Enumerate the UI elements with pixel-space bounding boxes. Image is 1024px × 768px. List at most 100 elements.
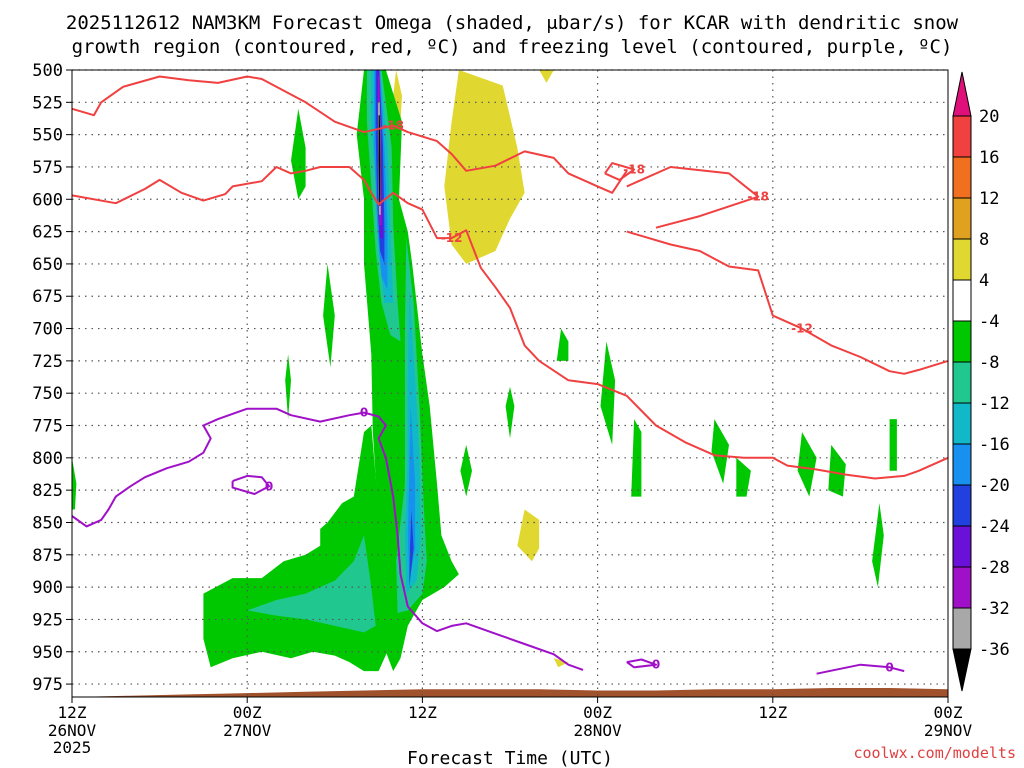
y-axis-ticks: 500 525 550 575 600 625 650 675 700 725 750 775 800 8…	[32, 61, 72, 695]
y-tick-label-625: 625	[32, 223, 63, 243]
x-tick-time-4: 12Z	[758, 703, 787, 722]
terrain-layer	[72, 688, 948, 697]
x-tick-time-2: 12Z	[408, 703, 437, 722]
y-tick-label-675: 675	[32, 287, 63, 307]
omega-region-3	[393, 70, 402, 122]
dgz-contour-0	[71, 75, 628, 194]
colorbar-label-7: -12	[979, 394, 1010, 414]
omega-region-10	[72, 457, 77, 510]
y-tick-label-900: 900	[32, 578, 63, 598]
colorbar-bottom-arrow	[952, 648, 972, 692]
colorbar-bin-9	[952, 484, 972, 527]
freezing-contour-1	[231, 474, 271, 495]
dgz-contour-label-3: -12	[441, 231, 463, 245]
freezing-contour-label-2: 0	[652, 658, 660, 672]
y-tick-label-875: 875	[32, 546, 63, 566]
x-tick-date-1: 27NOV	[223, 721, 272, 740]
colorbar-bin-2	[952, 197, 972, 240]
colorbar-bin-6	[952, 361, 972, 404]
freezing-contour-3	[816, 663, 905, 675]
colorbar-bin-0	[952, 115, 972, 158]
y-tick-label-650: 650	[32, 255, 63, 275]
omega-region-14	[556, 328, 569, 361]
omega-region-8	[323, 263, 335, 368]
omega-region-12	[460, 444, 472, 497]
dgz-contour-1	[626, 166, 760, 229]
colorbar-bin-8	[952, 443, 972, 486]
plot-frame	[71, 69, 949, 698]
colorbar-bin-5	[952, 320, 972, 363]
colorbar-label-12: -32	[979, 599, 1010, 619]
colorbar-bin-1	[952, 156, 972, 199]
colorbar-bin-3	[952, 238, 972, 281]
y-tick-label-950: 950	[32, 643, 63, 663]
omega-region-35	[378, 115, 381, 206]
colorbar-top-arrow	[952, 71, 972, 117]
y-tick-label-850: 850	[32, 513, 63, 533]
omega-region-21	[889, 419, 897, 471]
freezing-contour-label-0: 0	[360, 406, 368, 420]
y-tick-label-575: 575	[32, 158, 63, 178]
colorbar-label-1: 16	[979, 148, 999, 168]
omega-region-18	[736, 457, 751, 497]
omega-region-15	[600, 341, 616, 445]
y-tick-label-925: 925	[32, 610, 63, 630]
omega-region-17	[711, 419, 729, 484]
colorbar-label-11: -28	[979, 558, 1010, 578]
omega-region-19	[797, 432, 817, 497]
x-tick-date-5: 29NOV	[924, 721, 973, 740]
colorbar: 20 16 12 8 4 -4 -8 -12 -16 -20 -24 -28 -32 -36	[952, 71, 1010, 692]
y-tick-label-725: 725	[32, 352, 63, 372]
y-tick-label-525: 525	[32, 93, 63, 113]
dgz-contour-3	[71, 166, 949, 480]
x-axis-label: Forecast Time (UTC)	[407, 748, 613, 768]
contour-lines: -18 -18 -18 -12 -12 0 0 0 0	[71, 75, 949, 675]
y-tick-label-975: 975	[32, 675, 63, 695]
plot-area: -18 -18 -18 -12 -12 0 0 0 0	[71, 69, 949, 698]
colorbar-bin-10	[952, 525, 972, 568]
y-tick-label-600: 600	[32, 190, 63, 210]
omega-region-16	[631, 419, 642, 497]
credit-text: coolwx.com/modelts	[853, 744, 1016, 762]
omega-region-23	[247, 535, 376, 633]
dgz-contour-2	[604, 162, 636, 181]
freezing-contour-label-3: 0	[885, 660, 893, 674]
omega-region-31	[409, 509, 414, 588]
x-tick-year-0: 2025	[53, 738, 92, 757]
colorbar-label-8: -16	[979, 435, 1010, 455]
colorbar-bin-4	[952, 279, 972, 322]
x-tick-date-0: 26NOV	[48, 721, 97, 740]
freezing-contour-label-1: 0	[265, 479, 273, 493]
dgz-contour-4	[626, 230, 949, 375]
colorbar-label-5: -4	[979, 312, 999, 332]
x-tick-date-3: 28NOV	[574, 721, 623, 740]
colorbar-label-6: -8	[979, 353, 999, 373]
omega-region-29	[407, 406, 416, 581]
dgz-contour-label-0: -18	[382, 119, 404, 133]
colorbar-label-10: -24	[979, 517, 1010, 537]
title-line-2: growth region (contoured, red, ºC) and f…	[72, 36, 953, 58]
y-tick-label-775: 775	[32, 417, 63, 437]
omega-region-1	[553, 658, 569, 668]
freezing-contour-0	[71, 407, 584, 671]
y-tick-label-550: 550	[32, 126, 63, 146]
dgz-contour-label-1: -18	[747, 190, 769, 204]
title-line-1: 2025112612 NAM3KM Forecast Omega (shaded…	[66, 12, 959, 34]
terrain-fill	[72, 688, 948, 697]
y-tick-label-750: 750	[32, 384, 63, 404]
y-tick-label-800: 800	[32, 449, 63, 469]
freezing-contour-2	[626, 658, 657, 669]
omega-region-22	[872, 503, 884, 588]
colorbar-label-13: -36	[979, 640, 1010, 660]
x-tick-time-3: 00Z	[583, 703, 612, 722]
dgz-contour-label-2: -18	[623, 163, 645, 177]
colorbar-label-0: 20	[979, 107, 999, 127]
omega-shading	[72, 70, 897, 672]
colorbar-bin-11	[952, 566, 972, 609]
y-tick-label-825: 825	[32, 481, 63, 501]
x-tick-time-5: 00Z	[934, 703, 963, 722]
colorbar-label-3: 8	[979, 230, 989, 250]
x-tick-time-1: 00Z	[233, 703, 262, 722]
omega-region-20	[828, 444, 846, 497]
